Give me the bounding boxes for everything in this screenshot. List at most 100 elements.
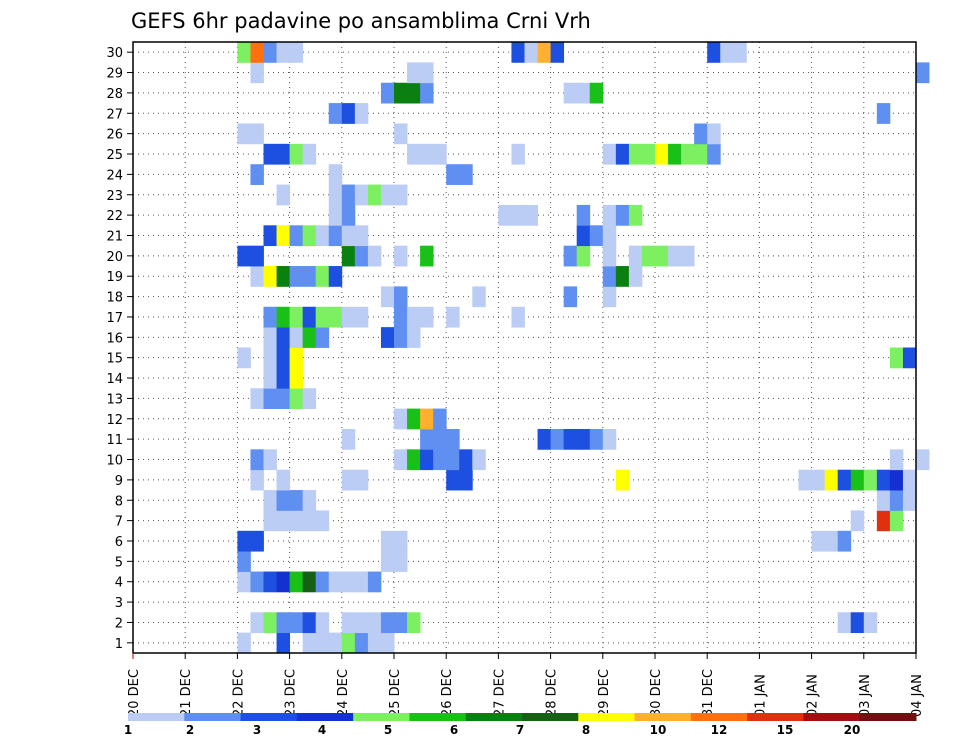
heatmap-cell: [459, 164, 473, 185]
heatmap-cell: [354, 571, 369, 593]
heatmap-cell: [916, 449, 930, 471]
heatmap-cell: [420, 449, 434, 471]
colorbar-label: 1: [124, 723, 132, 737]
heatmap-cell: [902, 469, 917, 491]
heatmap-cell: [420, 62, 434, 84]
heatmap-cell: [407, 82, 421, 104]
heatmap-cell: [276, 469, 290, 491]
heatmap-cell: [341, 571, 356, 593]
heatmap-cell: [237, 632, 251, 654]
y-tick-label: 1: [115, 637, 123, 652]
y-tick-label: 23: [106, 189, 123, 204]
heatmap-cell: [289, 367, 304, 389]
colorbar-label: 8: [582, 723, 590, 737]
heatmap-cell: [250, 164, 264, 185]
heatmap-cell: [628, 266, 643, 287]
colorbar-label: 3: [253, 723, 261, 737]
colorbar-label: 4: [318, 723, 326, 737]
heatmap-cell: [315, 571, 330, 593]
heatmap-cell: [263, 612, 277, 634]
heatmap-cell: [394, 408, 408, 430]
heatmap-cell: [707, 143, 721, 165]
y-axis: 1234567891011121314151617181920212223242…: [106, 46, 133, 652]
heatmap-cell: [276, 632, 290, 654]
heatmap-cell: [315, 612, 330, 634]
colorbar-label: 2: [186, 723, 194, 737]
heatmap-cell: [824, 530, 839, 552]
heatmap-cell: [394, 286, 408, 308]
heatmap-cell: [472, 449, 486, 471]
heatmap-cell: [394, 530, 408, 552]
colorbar-swatch: [747, 713, 804, 721]
colorbar-swatch: [522, 713, 579, 721]
y-tick-label: 3: [115, 596, 123, 611]
heatmap-cell: [237, 551, 251, 572]
heatmap-cell: [628, 245, 643, 267]
heatmap-cell: [354, 612, 369, 634]
heatmap-cell: [328, 204, 343, 226]
heatmap-cell: [850, 510, 865, 532]
y-tick-label: 6: [115, 535, 123, 550]
heatmap-cell: [407, 306, 421, 328]
heatmap-cell: [876, 510, 891, 532]
heatmap-cell: [250, 571, 264, 593]
heatmap-cell: [394, 245, 408, 267]
heatmap-cell: [420, 143, 434, 165]
heatmap-cell: [446, 469, 460, 491]
heatmap-cell: [289, 143, 304, 165]
heatmap-cell: [354, 632, 369, 654]
heatmap-cell: [576, 245, 591, 267]
heatmap-cell: [302, 510, 317, 532]
heatmap-cell: [289, 306, 304, 328]
colorbar-swatch: [296, 713, 354, 721]
heatmap-cell: [367, 184, 382, 206]
colorbar-label: 20: [844, 723, 861, 737]
heatmap-cell: [341, 225, 356, 247]
heatmap-cell: [276, 327, 290, 348]
y-tick-label: 13: [106, 392, 123, 407]
heatmap-cell: [407, 143, 421, 165]
heatmap-cell: [420, 408, 434, 430]
heatmap-cell: [289, 347, 304, 369]
heatmap-cell: [850, 469, 865, 491]
heatmap-cell: [276, 367, 290, 389]
x-tick-label: 31 DEC: [701, 669, 716, 717]
heatmap-cell: [237, 530, 251, 552]
y-tick-label: 15: [106, 352, 123, 367]
colorbar-label: 10: [650, 723, 667, 737]
heatmap-cell: [446, 449, 460, 471]
heatmap-cell: [876, 469, 891, 491]
y-tick-label: 4: [115, 576, 123, 591]
heatmap-cell: [380, 184, 395, 206]
y-tick-label: 18: [106, 291, 123, 306]
heatmap-cell: [276, 347, 290, 369]
y-tick-label: 17: [106, 311, 123, 326]
heatmap-cell: [250, 266, 264, 287]
x-tick-label: 22 DEC: [231, 669, 246, 717]
heatmap-cell: [263, 42, 277, 63]
heatmap-cell: [394, 82, 408, 104]
heatmap-cell: [315, 327, 330, 348]
heatmap-cell: [250, 245, 264, 267]
y-tick-label: 8: [115, 494, 123, 509]
heatmap-cell: [328, 632, 343, 654]
heatmap-cell: [889, 469, 904, 491]
heatmap-cell: [707, 42, 721, 63]
heatmap-cell: [902, 490, 917, 511]
x-tick-label: 26 DEC: [440, 669, 455, 717]
heatmap-cell: [446, 164, 460, 185]
heatmap-cell: [237, 42, 251, 63]
heatmap-cell: [341, 428, 356, 450]
y-tick-label: 14: [106, 372, 123, 387]
heatmap-cell: [537, 42, 551, 63]
colorbar-swatch: [690, 713, 748, 721]
heatmap-cell: [420, 428, 434, 450]
x-tick-label: 21 DEC: [179, 669, 194, 717]
heatmap-cell: [328, 103, 343, 124]
heatmap-cell: [250, 42, 264, 63]
heatmap-cell: [276, 612, 290, 634]
x-tick-label: 01 JAN: [753, 674, 768, 717]
heatmap-cell: [263, 388, 277, 409]
heatmap-cell: [889, 490, 904, 511]
heatmap-cell: [876, 103, 891, 124]
